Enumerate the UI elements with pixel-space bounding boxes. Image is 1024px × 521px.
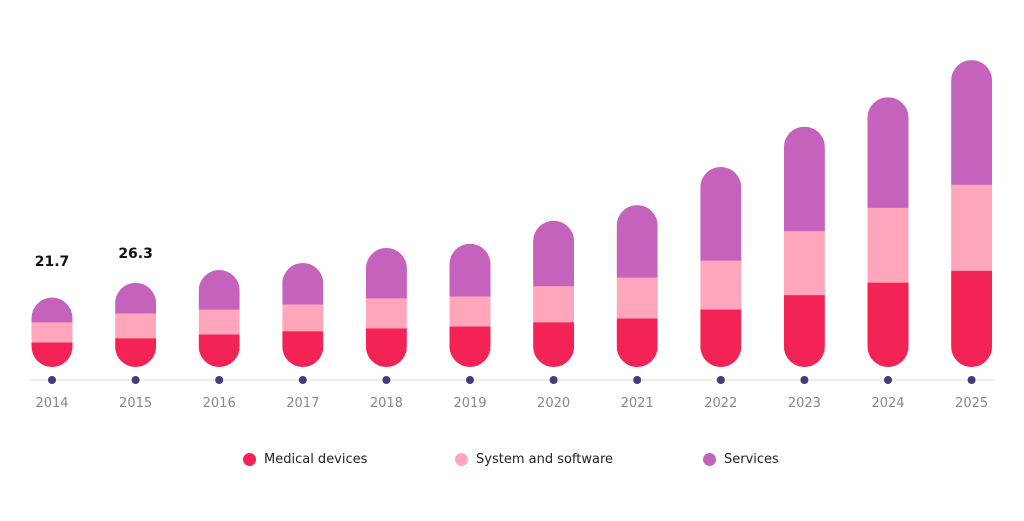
- bar-segment-system-and-software-2022: [700, 260, 742, 310]
- x-tick-label: 2024: [871, 396, 904, 411]
- legend-item-system-software: System and software: [455, 452, 613, 467]
- axis-dot-2023: [800, 376, 809, 384]
- bar-segment-medical-devices-2020: [533, 321, 575, 367]
- axis-dot-2020: [549, 376, 558, 384]
- bar-segment-services-2024: [867, 97, 909, 208]
- axis-dot-2024: [884, 376, 892, 384]
- legend-label: Medical devices: [264, 452, 368, 467]
- bar-segment-medical-devices-2021: [616, 318, 658, 367]
- x-tick-label: 2014: [35, 396, 68, 411]
- bar-segment-services-2018: [365, 247, 407, 299]
- bar-segment-medical-devices-2015: [115, 337, 157, 367]
- bar-segment-services-2017: [282, 263, 324, 305]
- axis-dot-2018: [382, 376, 391, 384]
- bar-2022: [700, 167, 742, 367]
- bar-segment-system-and-software-2018: [365, 297, 407, 329]
- bar-segment-medical-devices-2019: [449, 326, 491, 367]
- axis-dot-2025: [967, 376, 976, 384]
- bar-segment-medical-devices-2025: [951, 270, 993, 368]
- bar-2023: [783, 126, 825, 368]
- legend-dot-medical-devices: [243, 453, 256, 466]
- bar-segment-services-2019: [449, 243, 491, 297]
- bar-segment-services-2014: [31, 297, 73, 323]
- x-tick-label: 2015: [119, 396, 152, 411]
- x-tick-label: 2020: [537, 396, 570, 411]
- bar-2019: [449, 243, 491, 367]
- legend-dot-system-software: [455, 453, 468, 466]
- bar-2020: [533, 220, 575, 367]
- chart: 2014 2015 2016 2017 2018 2019 2020 2021 2022 2023…: [30, 60, 995, 411]
- bar-segment-services-2015: [115, 282, 157, 314]
- bar-segment-system-and-software-2025: [951, 184, 993, 271]
- bar-segment-services-2022: [700, 167, 742, 261]
- bar-segment-system-and-software-2015: [115, 312, 157, 339]
- bar-segment-services-2016: [198, 270, 240, 310]
- bar-segment-medical-devices-2023: [783, 294, 825, 368]
- x-tick-label: 2019: [453, 396, 486, 411]
- bar-2025: [951, 60, 993, 368]
- x-tick-label: 2017: [286, 396, 319, 411]
- bar-segment-system-and-software-2016: [198, 309, 240, 335]
- x-tick-label: 2023: [788, 396, 821, 411]
- axis-dot-2022: [716, 376, 725, 384]
- bar-segment-services-2025: [951, 60, 993, 185]
- axis-dot-2017: [298, 376, 307, 384]
- data-label-2015: 26.3: [118, 246, 153, 262]
- bar-2021: [616, 205, 658, 367]
- legend-label: Services: [724, 452, 779, 467]
- legend-item-medical-devices: Medical devices: [243, 452, 367, 467]
- axis-dot-2014: [48, 376, 56, 384]
- bar-2018: [365, 247, 407, 368]
- bar-segment-system-and-software-2023: [783, 230, 825, 296]
- bar-segment-medical-devices-2017: [282, 330, 324, 367]
- bar-segment-medical-devices-2022: [700, 309, 742, 367]
- bar-segment-medical-devices-2014: [31, 342, 73, 367]
- x-tick-label: 2021: [621, 396, 654, 411]
- x-tick-label: 2016: [203, 396, 236, 411]
- bar-2017: [282, 263, 324, 367]
- bar-segment-services-2021: [616, 205, 658, 278]
- bar-2014: [31, 297, 73, 367]
- bar-segment-system-and-software-2024: [867, 207, 909, 283]
- axis-dot-2016: [215, 376, 224, 384]
- axis-dot-2021: [633, 376, 642, 384]
- bar-2024: [867, 97, 909, 368]
- legend-dot-services: [703, 453, 716, 466]
- legend: Medical devices System and software Serv…: [0, 452, 1024, 472]
- bar-segment-system-and-software-2021: [616, 277, 658, 319]
- bar-segment-services-2020: [533, 220, 575, 287]
- data-label-2014: 21.7: [35, 254, 70, 270]
- bar-segment-system-and-software-2020: [533, 285, 575, 323]
- bar-segment-medical-devices-2016: [198, 334, 240, 368]
- x-tick-label: 2018: [370, 396, 403, 411]
- bar-segment-system-and-software-2014: [31, 321, 73, 343]
- legend-label: System and software: [476, 452, 614, 467]
- bar-segment-medical-devices-2018: [365, 327, 407, 368]
- bar-2016: [198, 270, 240, 368]
- bar-segment-system-and-software-2017: [282, 303, 324, 332]
- bar-segment-medical-devices-2024: [867, 282, 909, 368]
- axis-dot-2019: [466, 376, 474, 384]
- legend-item-services: Services: [703, 452, 779, 467]
- bar-segment-services-2023: [783, 126, 825, 232]
- bar-2015: [115, 282, 157, 367]
- x-tick-label: 2022: [704, 396, 737, 411]
- x-tick-label: 2025: [955, 396, 988, 411]
- bar-segment-system-and-software-2019: [449, 295, 491, 327]
- axis-dot-2015: [131, 376, 140, 384]
